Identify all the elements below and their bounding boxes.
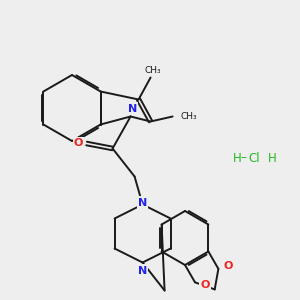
Text: CH₃: CH₃ [180, 112, 197, 121]
Text: –: – [240, 152, 246, 164]
Text: Cl: Cl [248, 152, 260, 164]
Text: CH₃: CH₃ [144, 66, 161, 75]
Text: H: H [268, 152, 277, 164]
Text: O: O [200, 280, 210, 290]
Text: N: N [138, 197, 147, 208]
Text: O: O [74, 139, 83, 148]
Text: N: N [138, 266, 147, 275]
Text: H: H [233, 152, 242, 164]
Text: O: O [224, 261, 233, 271]
Text: N: N [128, 103, 137, 113]
